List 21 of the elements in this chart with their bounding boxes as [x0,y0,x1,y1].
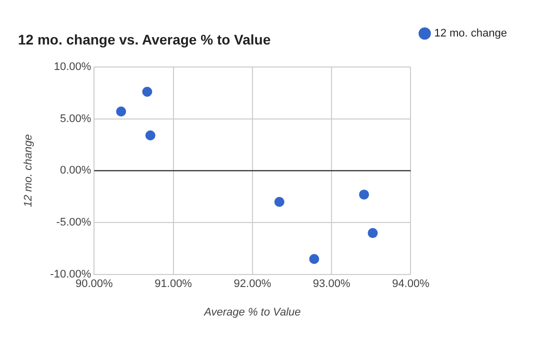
y-tick-label: 5.00% [60,112,92,125]
point [359,190,370,200]
y-axis-title: 12 mo. change [22,134,35,208]
point [274,196,284,207]
x-tick-label: 92.00% [234,278,272,290]
y-tick-label: -5.00% [56,216,92,229]
legend-label: 12 mo. change [434,28,508,40]
x-tick-label: 90.00% [76,278,114,290]
y-tick-label: 10.00% [54,60,92,73]
y-tick-label: 0.00% [60,164,92,177]
point [145,130,156,140]
point [309,254,320,264]
x-tick-label: 94.00% [392,278,430,290]
chart-title: 12 mo. change vs. Average % to Value [18,31,271,48]
point [368,228,378,238]
point [142,86,152,97]
y-tick-label: -10.00% [50,268,92,281]
x-tick-label: 91.00% [154,278,192,290]
x-axis-title: Average % to Value [203,306,301,318]
point [116,106,126,116]
x-tick-label: 93.00% [312,278,350,290]
